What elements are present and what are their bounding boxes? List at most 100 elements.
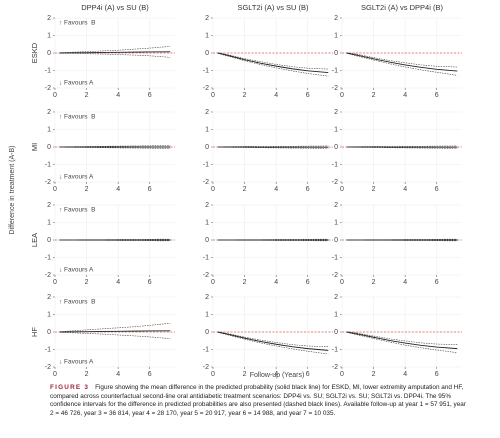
series-line [346,145,458,148]
x-tick-label: 4 [403,279,407,286]
x-tick-label: 2 [243,371,247,378]
x-tick-label: 0 [340,92,344,99]
y-tick-label: -2 [45,85,51,92]
annotation: ↓ Favours A [59,359,94,366]
y-tick-label: 1 [334,32,338,39]
x-tick-label: 6 [148,186,152,193]
x-tick-label: 4 [403,371,407,378]
x-tick-label: 0 [53,279,57,286]
series-line [217,146,329,149]
annotation: ↑ Favours B [59,20,95,27]
y-tick-label: 2 [205,15,209,22]
x-tick-label: 0 [340,371,344,378]
series-line [217,331,329,351]
y-tick-label: 2 [205,109,209,116]
y-tick-label: 2 [334,202,338,209]
caption-text: Figure showing the mean difference in th… [50,384,466,417]
x-tick-label: 4 [403,186,407,193]
y-tick-label: -2 [332,272,338,279]
row-label: ESKD [30,42,39,63]
series-line [217,145,329,148]
series-line [346,238,458,241]
x-tick-label: 4 [116,371,120,378]
x-tick-label: 4 [116,279,120,286]
y-tick-label: 0 [205,50,209,57]
caption-label: FIGURE 3 [50,384,90,391]
series-line [59,322,171,332]
y-tick-label: -1 [203,67,209,74]
series-line [217,239,329,242]
y-tick-label: 0 [47,237,51,244]
x-tick-label: 4 [403,92,407,99]
y-tick-label: 0 [47,50,51,57]
caption: FIGURE 3 Figure showing the mean differen… [50,384,470,418]
y-tick-label: 2 [205,202,209,209]
x-tick-label: 2 [243,92,247,99]
y-tick-label: 1 [205,126,209,133]
series-line [346,331,458,350]
annotation: ↑ Favours B [59,299,95,306]
y-tick-label: -1 [332,67,338,74]
y-tick-label: 0 [47,144,51,151]
x-tick-label: 6 [435,92,439,99]
panel-title: SGLT2i (A) vs DPP4i (B) [361,3,443,12]
y-tick-label: -2 [45,179,51,186]
annotation: ↑ Favours B [59,207,95,214]
y-tick-label: 1 [205,311,209,318]
y-tick-label: -2 [332,85,338,92]
x-tick-label: 0 [53,371,57,378]
y-tick-label: -2 [332,179,338,186]
x-tick-label: 6 [306,186,310,193]
y-tick-label: -1 [45,161,51,168]
x-tick-label: 2 [372,371,376,378]
y-tick-label: -2 [332,364,338,371]
y-tick-label: 0 [334,329,338,336]
figure: Difference in treatment (A-B) Follow-up … [9,3,462,379]
x-tick-label: 2 [85,371,89,378]
y-tick-label: 1 [334,126,338,133]
annotation: ↓ Favours A [59,174,94,181]
series-line [59,46,171,53]
x-tick-label: 2 [85,279,89,286]
x-tick-label: 0 [211,92,215,99]
annotation: ↑ Favours B [59,114,95,121]
series-line [346,52,458,72]
x-tick-label: 4 [274,186,278,193]
series-line [346,52,458,68]
x-tick-label: 6 [435,371,439,378]
series-line [217,331,329,347]
series-line [59,330,171,333]
x-tick-label: 4 [116,92,120,99]
y-tick-label: 0 [334,144,338,151]
y-tick-label: -1 [332,161,338,168]
y-tick-label: 0 [205,237,209,244]
series-line [59,146,171,149]
row-label: LEA [30,233,39,247]
series-line [59,332,171,339]
x-tick-label: 0 [211,371,215,378]
x-tick-label: 2 [243,186,247,193]
y-tick-label: 2 [47,109,51,116]
y-tick-label: -1 [332,346,338,353]
y-tick-label: 1 [47,32,51,39]
y-tick-label: 0 [205,144,209,151]
x-tick-label: 2 [243,279,247,286]
y-tick-label: 1 [47,311,51,318]
y-tick-label: 0 [334,50,338,57]
y-tick-label: 1 [205,32,209,39]
x-tick-label: 0 [340,186,344,193]
y-tick-label: 2 [47,294,51,301]
x-tick-label: 2 [372,186,376,193]
series-line [346,146,458,149]
series-line [59,51,171,54]
x-tick-label: 2 [372,279,376,286]
y-tick-label: 1 [47,219,51,226]
x-tick-label: 4 [116,186,120,193]
x-tick-label: 0 [340,279,344,286]
y-tick-label: 1 [334,219,338,226]
panel-title: SGLT2i (A) vs SU (B) [237,3,309,12]
y-tick-label: 1 [334,311,338,318]
series-line [59,238,171,241]
x-tick-label: 4 [274,92,278,99]
y-axis-label: Difference in treatment (A-B) [9,146,16,235]
